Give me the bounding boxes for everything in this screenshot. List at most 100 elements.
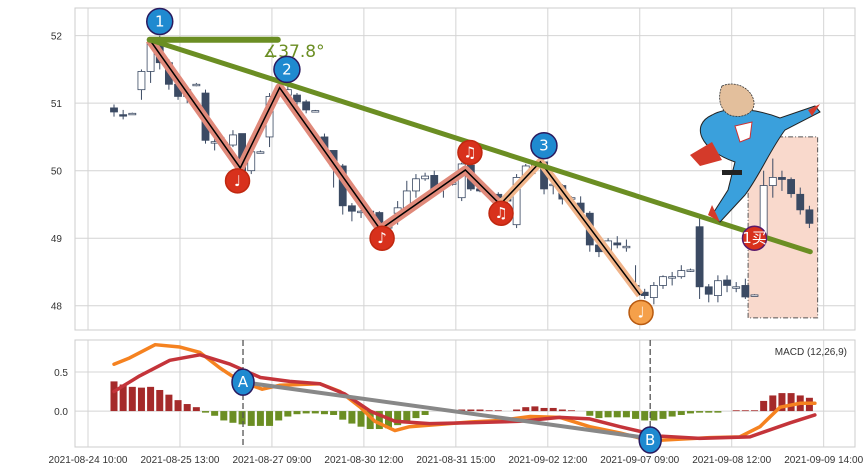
- histogram-bar: [247, 411, 255, 426]
- candle: [311, 109, 320, 113]
- divergence-line: [242, 380, 651, 441]
- histogram-bar: [522, 407, 530, 412]
- histogram-bar: [320, 411, 328, 415]
- histogram-bar: [476, 409, 484, 412]
- histogram-bar: [641, 411, 649, 421]
- marker-red: ♪: [369, 225, 395, 251]
- candle: [256, 150, 265, 154]
- histogram-bar: [311, 411, 319, 414]
- y-tick-label: 48: [51, 302, 63, 313]
- histogram-bar: [211, 411, 219, 416]
- x-tick-label: 2021-09-08 12:00: [692, 455, 771, 466]
- histogram-bar: [714, 411, 722, 413]
- x-tick-label: 2021-09-02 12:00: [508, 455, 587, 466]
- mascot-emblem: [734, 121, 753, 143]
- candle: [110, 104, 118, 117]
- candle: [805, 205, 814, 229]
- marker-red: ♫: [457, 139, 483, 166]
- y-tick-label: 50: [51, 167, 63, 178]
- mascot-glove: [690, 142, 722, 166]
- candle-body: [119, 114, 128, 117]
- candle-body: [302, 101, 311, 111]
- marker-label: ♫: [463, 143, 476, 161]
- candle: [192, 82, 201, 87]
- mascot-boot: [708, 205, 720, 222]
- histogram-bar: [613, 411, 621, 418]
- candle: [302, 99, 311, 114]
- x-tick-label: 2021-08-30 12:00: [324, 455, 403, 466]
- marker-label: ♪: [377, 229, 387, 247]
- histogram-bar: [458, 409, 466, 412]
- marker-circle: [231, 368, 255, 396]
- candle-body: [741, 285, 750, 298]
- histogram-bar: [275, 411, 283, 421]
- marker-circle: [488, 200, 514, 226]
- histogram-bar: [604, 411, 612, 418]
- candle-body: [659, 276, 667, 286]
- histogram-bar: [513, 409, 521, 412]
- candle: [704, 284, 713, 303]
- marker-label: ♩: [234, 172, 241, 190]
- macd-line-dea: [112, 353, 817, 441]
- zigzag-line: [149, 39, 641, 296]
- histogram-bar: [394, 411, 402, 426]
- x-tick-label: 2021-08-27 09:00: [232, 455, 311, 466]
- histogram-bar: [751, 410, 758, 412]
- histogram-bar: [202, 411, 209, 413]
- candle: [796, 187, 805, 215]
- marker-blue: 3: [530, 131, 558, 160]
- histogram-bar: [339, 411, 347, 420]
- histogram-bar: [147, 386, 155, 412]
- histogram-bar: [549, 407, 557, 412]
- candle-body: [787, 179, 795, 195]
- candle-body: [457, 163, 466, 199]
- candle-body: [668, 276, 677, 279]
- angle-label: ∡37.8°: [263, 42, 325, 62]
- candle: [649, 282, 658, 305]
- histogram-bar: [741, 410, 749, 412]
- candle-body: [421, 175, 430, 180]
- candle: [732, 282, 741, 293]
- histogram-bar: [192, 407, 200, 412]
- mascot-glove: [808, 104, 820, 116]
- marker-label: A: [238, 373, 249, 391]
- candle: [128, 112, 137, 116]
- candle-body: [805, 209, 814, 224]
- histogram-bar: [705, 411, 713, 413]
- mascot-belt: [722, 170, 742, 175]
- candle: [668, 271, 677, 286]
- histogram-bar: [220, 411, 228, 421]
- histogram-bar: [632, 411, 640, 419]
- marker-label: B: [645, 431, 655, 449]
- histogram-bar: [769, 395, 777, 412]
- histogram-bar: [540, 407, 548, 412]
- candle-body: [128, 112, 137, 116]
- candle: [750, 294, 759, 297]
- candle-body: [714, 280, 722, 296]
- candle: [695, 217, 704, 299]
- histogram-bar: [357, 411, 365, 427]
- x-tick-label: 2021-09-09 14:00: [784, 455, 863, 466]
- histogram-bar: [760, 400, 768, 412]
- histogram-bar: [668, 411, 676, 417]
- marker-blue: 1: [146, 7, 174, 36]
- macd-y-tick-label: 0.5: [54, 368, 68, 379]
- candle: [137, 69, 146, 100]
- candle-body: [613, 242, 622, 246]
- grid: 2021-08-24 10:00 2021-08-25 13:00 2021-08-…: [49, 8, 863, 466]
- macd-y-tick-label: 0.0: [54, 407, 68, 418]
- histogram-bar: [595, 411, 603, 419]
- candle-body: [311, 110, 320, 113]
- histogram-bar: [110, 381, 118, 412]
- histogram-bar: [284, 411, 292, 417]
- marker-circle: [273, 55, 301, 84]
- superhero-dog-mascot-image: [690, 83, 821, 223]
- histogram-bar: [183, 404, 191, 412]
- histogram-bar: [156, 389, 164, 412]
- histogram-bar: [659, 411, 667, 419]
- histogram-bar: [366, 411, 374, 430]
- histogram-bar: [494, 410, 502, 412]
- candle-body: [347, 205, 356, 212]
- candle: [613, 236, 622, 249]
- candle-body: [677, 270, 686, 278]
